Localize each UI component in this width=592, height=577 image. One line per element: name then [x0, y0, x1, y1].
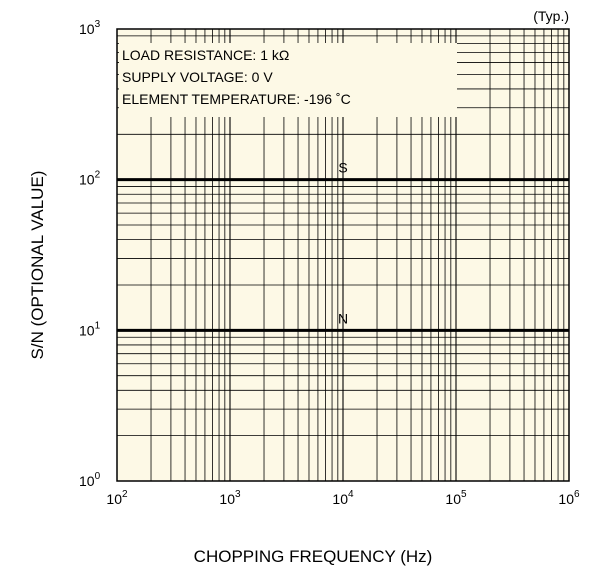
plot-frame — [116, 28, 570, 482]
condition-line: SUPPLY VOLTAGE: 0 V — [122, 69, 273, 85]
x-tick-label: 102 — [106, 489, 128, 507]
y-tick-label: 102 — [79, 170, 101, 188]
x-axis-title: CHOPPING FREQUENCY (Hz) — [194, 547, 433, 566]
series-label-s: S — [338, 160, 347, 176]
series-labels: SN — [338, 160, 348, 327]
x-tick-label: 105 — [445, 489, 467, 507]
conditions-box — [119, 43, 457, 117]
y-tick-label: 101 — [79, 320, 101, 338]
y-tick-label: 103 — [79, 19, 101, 37]
y-tick-label: 100 — [79, 471, 101, 489]
y-tick-labels: 100 101 102 103 — [79, 19, 101, 489]
x-tick-labels: 102 103 104 105 106 — [106, 489, 580, 507]
x-tick-label: 103 — [219, 489, 241, 507]
typ-note: (Typ.) — [533, 8, 569, 24]
series-label-n: N — [338, 310, 348, 326]
condition-line: ELEMENT TEMPERATURE: -196 ˚C — [122, 91, 351, 107]
condition-line: LOAD RESISTANCE: 1 kΩ — [122, 47, 289, 63]
conditions-text: LOAD RESISTANCE: 1 kΩ SUPPLY VOLTAGE: 0 V… — [122, 47, 351, 107]
y-axis-title: S/N (OPTIONAL VALUE) — [28, 171, 47, 360]
x-tick-label: 104 — [332, 489, 354, 507]
series-lines — [117, 178, 569, 332]
x-tick-label: 106 — [558, 489, 580, 507]
